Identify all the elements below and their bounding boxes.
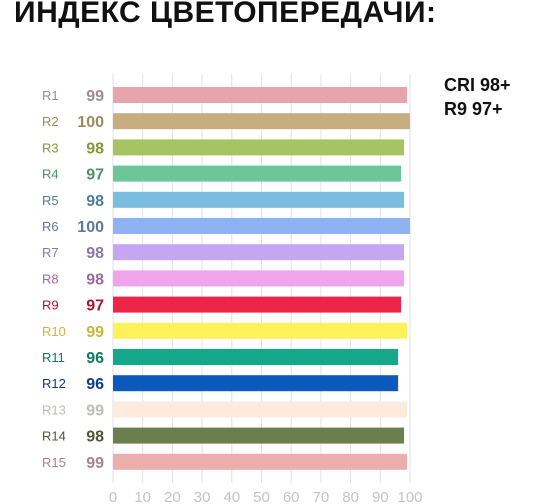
bar-r4: [113, 165, 402, 182]
x-tick-label: 30: [194, 489, 211, 504]
value-label: 99: [86, 455, 104, 472]
category-label: R5: [42, 193, 59, 208]
value-label: 98: [86, 140, 104, 157]
category-label: R15: [42, 455, 66, 470]
bars: [113, 87, 410, 470]
category-label: R3: [42, 140, 59, 155]
bar-r14: [113, 427, 405, 444]
x-tick-label: 0: [109, 489, 117, 504]
value-label: 97: [86, 298, 104, 315]
cri-badge: CRI 98+: [444, 75, 511, 95]
bar-r5: [113, 191, 405, 208]
labels: 0 10 20 30 40 50 60 70 80 90 100 R1 99 R2 100 R3 98 R4 97 R…: [42, 88, 423, 504]
value-label: 96: [86, 350, 104, 367]
bar-r11: [113, 349, 399, 365]
bar-r3: [113, 139, 405, 156]
value-label: 99: [86, 402, 104, 419]
category-label: R4: [42, 167, 59, 182]
category-label: R9: [42, 298, 59, 313]
value-label: 99: [86, 88, 104, 105]
category-label: R14: [42, 429, 66, 444]
category-label: R1: [42, 88, 59, 103]
value-label: 98: [86, 429, 104, 446]
r9-badge: R9 97+: [444, 99, 503, 119]
x-tick-label: 50: [253, 489, 270, 504]
category-label: R6: [42, 219, 59, 234]
category-label: R11: [42, 350, 65, 365]
bar-r1: [113, 87, 408, 103]
x-tick-label: 10: [134, 489, 151, 504]
bar-r15: [113, 453, 408, 470]
value-label: 96: [86, 376, 104, 393]
bar-r7: [113, 244, 405, 261]
bar-r8: [113, 270, 405, 287]
bar-r12: [113, 375, 399, 392]
x-tick-label: 60: [283, 489, 300, 504]
category-label: R2: [42, 114, 59, 129]
x-tick-label: 70: [313, 489, 330, 504]
x-tick-label: 20: [164, 489, 181, 504]
value-label: 100: [77, 219, 104, 236]
x-tick-label: 80: [342, 489, 359, 504]
value-label: 98: [86, 245, 104, 262]
bar-r13: [113, 401, 408, 418]
x-tick-label: 40: [223, 489, 240, 504]
x-tick-label: 90: [372, 489, 389, 504]
value-label: 98: [86, 271, 104, 288]
bar-r2: [113, 113, 410, 130]
value-label: 97: [86, 167, 104, 184]
category-label: R13: [42, 402, 66, 417]
bar-r9: [113, 296, 402, 313]
chart-title: ИНДЕКС ЦВЕТОПЕРЕДАЧИ:: [14, 0, 437, 29]
bar-r10: [113, 322, 408, 339]
category-label: R12: [42, 376, 66, 391]
category-label: R8: [42, 271, 59, 286]
category-label: R10: [42, 324, 66, 339]
value-label: 100: [77, 114, 104, 131]
category-label: R7: [42, 245, 59, 260]
value-label: 98: [86, 193, 104, 210]
bar-r6: [113, 218, 410, 234]
value-label: 99: [86, 324, 104, 341]
x-tick-label: 100: [397, 489, 422, 504]
